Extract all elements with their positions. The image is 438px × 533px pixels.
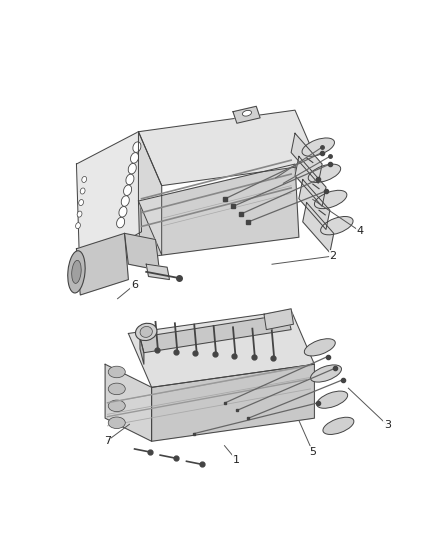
Ellipse shape: [79, 199, 84, 206]
Polygon shape: [152, 364, 314, 441]
Ellipse shape: [108, 366, 125, 378]
Ellipse shape: [308, 164, 341, 182]
Polygon shape: [291, 133, 322, 183]
Polygon shape: [140, 314, 291, 353]
Ellipse shape: [140, 327, 152, 337]
Ellipse shape: [126, 174, 134, 185]
Text: 1: 1: [233, 455, 240, 465]
Ellipse shape: [128, 164, 136, 174]
Text: 4: 4: [357, 227, 364, 237]
Ellipse shape: [72, 260, 81, 284]
Ellipse shape: [108, 400, 125, 411]
Ellipse shape: [323, 417, 354, 434]
Ellipse shape: [119, 206, 127, 217]
Polygon shape: [138, 132, 162, 255]
Polygon shape: [140, 337, 144, 364]
Ellipse shape: [304, 338, 335, 356]
Ellipse shape: [108, 417, 125, 429]
Ellipse shape: [82, 176, 87, 182]
Ellipse shape: [133, 142, 141, 152]
Ellipse shape: [302, 138, 335, 156]
Polygon shape: [105, 364, 152, 441]
Ellipse shape: [321, 216, 353, 235]
Ellipse shape: [77, 211, 82, 217]
Polygon shape: [146, 264, 170, 280]
Ellipse shape: [317, 391, 348, 408]
Text: 3: 3: [384, 420, 391, 430]
Polygon shape: [128, 310, 314, 387]
Polygon shape: [233, 106, 260, 123]
Polygon shape: [138, 110, 318, 185]
Polygon shape: [299, 180, 330, 230]
Ellipse shape: [131, 152, 138, 163]
Ellipse shape: [68, 251, 85, 293]
Polygon shape: [303, 203, 334, 253]
Polygon shape: [124, 233, 159, 270]
Ellipse shape: [314, 190, 347, 208]
Ellipse shape: [108, 383, 125, 394]
Ellipse shape: [117, 217, 125, 228]
Ellipse shape: [121, 196, 129, 206]
Text: 2: 2: [329, 251, 337, 261]
Polygon shape: [77, 233, 128, 295]
Ellipse shape: [135, 324, 157, 341]
Polygon shape: [138, 164, 299, 258]
Text: 5: 5: [309, 447, 316, 457]
Ellipse shape: [124, 185, 132, 196]
Text: 7: 7: [104, 435, 111, 446]
Ellipse shape: [242, 110, 251, 116]
Ellipse shape: [80, 188, 85, 194]
Polygon shape: [295, 156, 326, 206]
Polygon shape: [264, 309, 293, 329]
Polygon shape: [77, 132, 141, 264]
Text: 6: 6: [131, 280, 138, 290]
Ellipse shape: [76, 223, 81, 229]
Ellipse shape: [311, 365, 342, 382]
